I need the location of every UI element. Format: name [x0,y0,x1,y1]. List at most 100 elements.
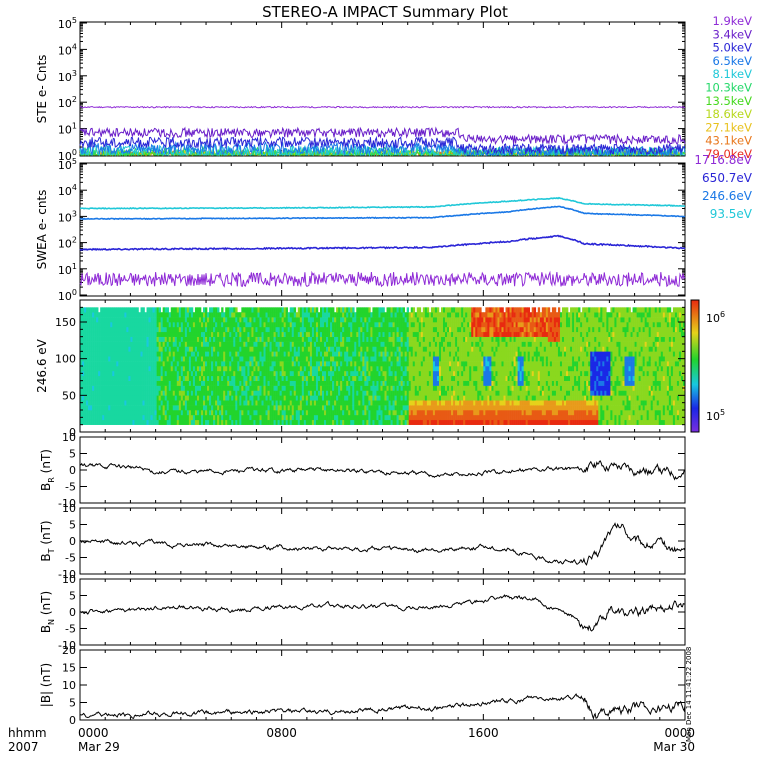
heatmap-cell [259,322,262,328]
heatmap-cell [364,370,367,377]
heatmap-cell [184,375,188,381]
heatmap-cell [328,400,331,406]
heatmap-cell [457,307,460,313]
heatmap-cell [340,385,343,391]
heatmap-cell [190,331,194,337]
heatmap-cell [400,351,403,357]
heatmap-cell [142,385,145,391]
heatmap-cell [186,312,190,318]
heatmap-cell [219,312,222,318]
heatmap-cell [311,341,315,347]
heatmap-cell [227,351,230,357]
heatmap-cell [390,380,393,386]
heatmap-cell [174,395,178,401]
heatmap-cell [281,419,284,425]
heatmap-cell [380,361,383,367]
heatmap-cell [211,370,214,377]
heatmap-cell [340,380,343,386]
heatmap-cell [229,326,232,333]
heatmap-cell [170,414,174,421]
heatmap-cell [277,356,280,362]
heatmap-cell [319,405,323,411]
heatmap-cell [398,341,401,347]
heatmap-cell [440,405,444,411]
heatmap-cell [90,405,93,411]
heatmap-cell [311,361,315,367]
heatmap-cell [176,351,180,357]
heatmap-cell [453,400,456,406]
heatmap-cell [461,356,464,362]
heatmap-cell [150,370,153,377]
heatmap-cell [190,322,194,328]
heatmap-cell [416,317,420,323]
heatmap-cell [414,351,418,357]
heatmap-cell [394,336,397,342]
heatmap-cell [130,336,133,342]
heatmap-cell [348,380,351,386]
heatmap-cell [201,361,204,367]
heatmap-cell [144,312,147,318]
heatmap-cell [412,351,416,357]
heatmap-cell [443,380,446,386]
heatmap-cell [170,361,174,367]
heatmap-cell [239,395,242,401]
heatmap-cell [370,414,373,421]
heatmap-cell [178,380,182,386]
heatmap-cell [132,326,135,333]
heatmap-cell [277,390,280,396]
heatmap-cell [122,400,125,406]
heatmap-cell [146,341,149,347]
heatmap-cell [338,419,341,425]
heatmap-cell [207,326,210,333]
heatmap-cell [160,390,163,396]
heatmap-cell [299,414,303,421]
heatmap-cell [380,307,383,313]
heatmap-cell [243,380,246,386]
heatmap-cell [315,395,319,401]
heatmap-cell [340,317,343,323]
heatmap-cell [136,385,139,391]
heatmap-cell [261,331,264,337]
heatmap-cell [231,336,234,342]
heatmap-cell [170,322,174,328]
heatmap-cell [445,326,448,333]
heatmap-cell [279,312,282,318]
heatmap-cell [104,312,107,318]
heatmap-cell [215,385,218,391]
heatmap-cell [138,331,141,337]
heatmap-cell [338,370,341,377]
heatmap-cell [180,414,184,421]
heatmap-cell [158,414,161,421]
heatmap-cell [283,370,286,377]
heatmap-cell [128,385,131,391]
heatmap-cell [342,390,345,396]
heatmap-cell [233,410,236,416]
heatmap-cell [392,419,395,425]
heatmap-cell [168,322,172,328]
heatmap-cell [237,370,240,377]
heatmap-cell [140,419,143,425]
heatmap-cell [259,405,262,411]
heatmap-cell [194,326,198,333]
heatmap-cell [120,351,123,357]
heatmap-cell [449,322,452,328]
heatmap-cell [404,336,407,342]
heatmap-cell [392,390,395,396]
heatmap-cell [469,366,472,372]
heatmap-cell [203,390,206,396]
heatmap-cell [426,341,430,347]
heatmap-cell [104,361,107,367]
heatmap-cell [241,410,244,416]
heatmap-cell [251,375,254,381]
heatmap-cell [348,361,351,367]
heatmap-cell [124,414,127,421]
heatmap-cell [156,370,159,377]
heatmap-cell [416,336,420,342]
heatmap-cell [295,400,299,406]
heatmap-cell [110,400,113,406]
heatmap-cell [194,351,198,357]
heatmap-cell [451,341,454,347]
heatmap-cell [340,336,343,342]
heatmap-cell [104,341,107,347]
heatmap-cell [98,395,101,401]
